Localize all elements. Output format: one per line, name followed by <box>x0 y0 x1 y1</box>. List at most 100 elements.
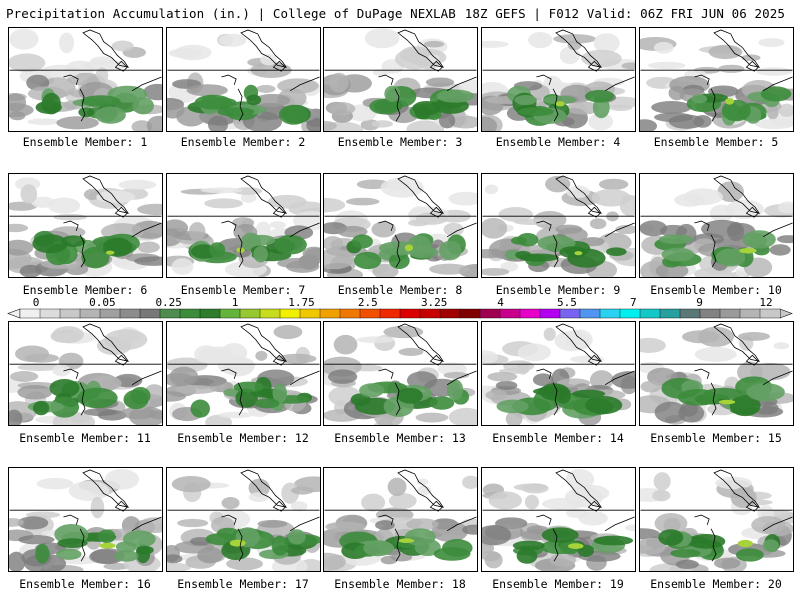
island-outline <box>114 60 128 72</box>
precip-heavy-patch <box>190 399 210 418</box>
precip-moderate-patch <box>450 115 477 129</box>
colorbar-swatch <box>539 308 561 319</box>
map-outlines <box>640 323 793 416</box>
precip-heavy-patch <box>359 383 385 398</box>
precip-heavy-patch <box>274 234 307 255</box>
precip-moderate-patch <box>482 217 508 239</box>
precip-light-patch <box>52 364 71 377</box>
colorbar-tick-label: 1.75 <box>288 296 315 309</box>
precip-field <box>9 28 162 131</box>
precip-light-patch <box>709 204 734 222</box>
precip-light-patch <box>591 188 631 207</box>
coastline-right <box>446 370 477 386</box>
colorbar-swatch <box>259 308 281 319</box>
precip-light-patch <box>566 508 589 519</box>
precip-light-patch <box>640 337 666 353</box>
precip-heavy-patch <box>584 89 615 103</box>
precip-light-patch <box>90 496 105 519</box>
precip-field <box>9 177 162 277</box>
map-outlines <box>640 29 793 122</box>
island-outline <box>587 60 601 72</box>
precip-field <box>167 187 320 277</box>
precip-map-13 <box>324 323 477 425</box>
precip-moderate-patch <box>495 380 518 390</box>
precip-field <box>482 32 635 131</box>
precip-heavy-patch <box>517 107 554 117</box>
coastline-fragment <box>221 220 237 232</box>
ensemble-member-16-map <box>8 467 163 572</box>
precip-moderate-patch <box>174 384 217 395</box>
colorbar-swatch <box>459 308 481 319</box>
precip-light-patch <box>291 486 314 495</box>
precip-light-patch <box>498 207 533 222</box>
precip-moderate-patch <box>325 521 366 532</box>
precip-field <box>167 324 318 425</box>
coastline-upper <box>240 469 288 508</box>
island-outline <box>745 354 759 366</box>
precip-light-patch <box>218 411 253 419</box>
river-line <box>79 382 86 416</box>
precip-moderate-patch <box>256 84 276 93</box>
precip-light-patch <box>758 38 785 47</box>
precip-field <box>482 175 635 277</box>
colorbar-swatch <box>619 308 641 319</box>
precip-heavy-patch <box>515 250 532 259</box>
coastline-fragment <box>536 368 552 380</box>
precip-heavy-patch <box>658 529 684 546</box>
precip-moderate-patch <box>167 554 183 564</box>
precip-moderate-patch <box>505 410 523 425</box>
precip-heavy-patch <box>517 232 539 247</box>
colorbar-swatch <box>399 308 421 319</box>
precip-light-patch <box>566 185 590 199</box>
precip-heavy-patch <box>49 378 80 398</box>
precip-light-patch <box>625 524 635 532</box>
map-outlines <box>482 469 635 562</box>
precip-light-patch <box>387 477 407 497</box>
precip-light-patch <box>448 407 477 425</box>
coastline-upper <box>713 175 761 214</box>
coastline-upper <box>713 29 761 68</box>
precip-moderate-patch <box>146 115 162 131</box>
ensemble-member-9-map <box>481 173 636 278</box>
ensemble-member-18-map <box>323 467 478 572</box>
coastline-upper <box>397 469 445 508</box>
precip-moderate-patch <box>253 93 291 107</box>
river-line <box>394 88 401 122</box>
precip-heavy-patch <box>136 545 154 555</box>
precip-light-patch <box>53 214 87 221</box>
coastline-right <box>289 76 320 92</box>
precip-moderate-patch <box>167 391 186 402</box>
precip-moderate-patch <box>651 100 692 114</box>
ensemble-member-label: Ensemble Member: 6 <box>22 283 148 297</box>
precip-moderate-patch <box>482 249 507 259</box>
precip-light-patch <box>131 120 153 131</box>
precip-light-patch <box>137 203 162 216</box>
precip-moderate-patch <box>167 372 194 387</box>
precip-heavy-patch <box>353 251 382 270</box>
coastline-upper <box>555 175 603 214</box>
precip-heavy-patch <box>541 527 579 543</box>
precip-moderate-patch <box>324 552 346 571</box>
precip-light-patch <box>41 64 81 79</box>
precip-heavy-patch <box>278 104 309 125</box>
coastline-fragment <box>221 514 237 526</box>
precip-heavy-patch <box>760 86 792 102</box>
precip-field <box>482 468 635 571</box>
ensemble-member-label: Ensemble Member: 11 <box>19 431 151 445</box>
precip-light-patch <box>423 40 445 48</box>
precip-light-patch <box>524 494 539 510</box>
colorbar-swatch <box>139 308 161 319</box>
precip-max-patch <box>739 247 757 254</box>
precip-heavy-patch <box>384 85 401 102</box>
precip-heavy-patch <box>514 94 537 106</box>
precip-light-patch <box>406 120 445 131</box>
coastline-fragment <box>378 74 394 86</box>
coastline-fragment <box>694 514 710 526</box>
precip-light-patch <box>371 221 396 238</box>
precip-map-17 <box>167 469 320 571</box>
precip-field <box>9 326 162 425</box>
ensemble-member-20-map <box>639 467 794 572</box>
precip-light-patch <box>260 54 277 66</box>
precip-light-patch <box>778 201 793 214</box>
precip-heavy-patch <box>715 248 746 267</box>
